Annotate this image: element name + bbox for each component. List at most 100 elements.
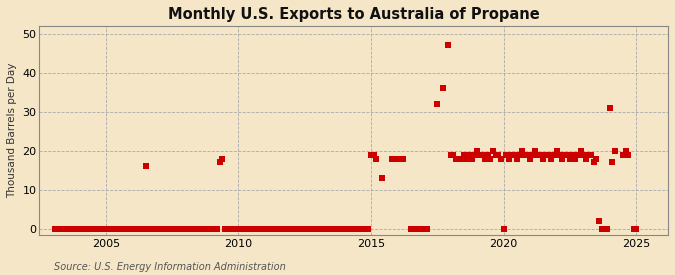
Point bbox=[572, 152, 583, 157]
Point bbox=[437, 86, 448, 90]
Point bbox=[321, 227, 331, 231]
Point bbox=[132, 227, 143, 231]
Point bbox=[71, 227, 82, 231]
Point bbox=[413, 227, 424, 231]
Point bbox=[227, 227, 238, 231]
Point bbox=[596, 227, 607, 231]
Point bbox=[504, 156, 514, 161]
Point bbox=[138, 227, 148, 231]
Point bbox=[153, 227, 164, 231]
Point bbox=[212, 227, 223, 231]
Point bbox=[336, 227, 347, 231]
Point bbox=[190, 227, 201, 231]
Point bbox=[458, 152, 469, 157]
Point bbox=[466, 156, 477, 161]
Point bbox=[358, 227, 369, 231]
Point bbox=[204, 227, 215, 231]
Point bbox=[254, 227, 265, 231]
Point bbox=[522, 152, 533, 157]
Point bbox=[562, 152, 572, 157]
Point bbox=[172, 227, 183, 231]
Point bbox=[601, 227, 612, 231]
Point bbox=[331, 227, 342, 231]
Point bbox=[175, 227, 186, 231]
Point bbox=[533, 152, 543, 157]
Point bbox=[267, 227, 278, 231]
Point bbox=[66, 227, 77, 231]
Point bbox=[74, 227, 84, 231]
Point bbox=[259, 227, 270, 231]
Point bbox=[63, 227, 74, 231]
Point bbox=[530, 148, 541, 153]
Point bbox=[623, 152, 634, 157]
Point bbox=[398, 156, 408, 161]
Point bbox=[249, 227, 260, 231]
Point bbox=[92, 227, 103, 231]
Point bbox=[55, 227, 66, 231]
Point bbox=[564, 156, 575, 161]
Point bbox=[252, 227, 263, 231]
Point bbox=[482, 152, 493, 157]
Point bbox=[453, 156, 464, 161]
Point bbox=[498, 227, 509, 231]
Point bbox=[450, 156, 461, 161]
Point bbox=[188, 227, 198, 231]
Point bbox=[493, 152, 504, 157]
Point bbox=[339, 227, 350, 231]
Point bbox=[360, 227, 371, 231]
Point bbox=[193, 227, 204, 231]
Point bbox=[79, 227, 90, 231]
Point bbox=[318, 227, 329, 231]
Point bbox=[151, 227, 161, 231]
Point bbox=[217, 156, 228, 161]
Point bbox=[477, 152, 488, 157]
Point bbox=[586, 152, 597, 157]
Point bbox=[408, 227, 418, 231]
Point bbox=[127, 227, 138, 231]
Point bbox=[549, 152, 560, 157]
Y-axis label: Thousand Barrels per Day: Thousand Barrels per Day bbox=[7, 63, 17, 198]
Point bbox=[485, 156, 495, 161]
Point bbox=[105, 227, 116, 231]
Point bbox=[333, 227, 344, 231]
Point bbox=[119, 227, 130, 231]
Point bbox=[302, 227, 313, 231]
Point bbox=[273, 227, 284, 231]
Point bbox=[289, 227, 300, 231]
Point bbox=[292, 227, 302, 231]
Point bbox=[219, 227, 230, 231]
Point bbox=[50, 227, 61, 231]
Point bbox=[512, 156, 522, 161]
Point bbox=[209, 227, 220, 231]
Point bbox=[180, 227, 191, 231]
Point bbox=[461, 156, 472, 161]
Point bbox=[76, 227, 87, 231]
Point bbox=[443, 43, 454, 48]
Point bbox=[142, 227, 153, 231]
Point bbox=[315, 227, 326, 231]
Point bbox=[145, 227, 156, 231]
Point bbox=[87, 227, 98, 231]
Point bbox=[480, 156, 491, 161]
Point bbox=[108, 227, 119, 231]
Point bbox=[164, 227, 175, 231]
Point bbox=[122, 227, 132, 231]
Point bbox=[238, 227, 249, 231]
Point bbox=[230, 227, 241, 231]
Point bbox=[366, 152, 377, 157]
Point bbox=[161, 227, 172, 231]
Point bbox=[256, 227, 267, 231]
Point bbox=[557, 156, 568, 161]
Point bbox=[410, 227, 421, 231]
Point bbox=[304, 227, 315, 231]
Point bbox=[140, 164, 151, 169]
Point bbox=[113, 227, 124, 231]
Point bbox=[198, 227, 209, 231]
Point bbox=[371, 156, 381, 161]
Point bbox=[207, 227, 217, 231]
Point bbox=[567, 152, 578, 157]
Point bbox=[543, 152, 554, 157]
Point bbox=[82, 227, 92, 231]
Point bbox=[310, 227, 321, 231]
Text: Source: U.S. Energy Information Administration: Source: U.S. Energy Information Administ… bbox=[54, 262, 286, 272]
